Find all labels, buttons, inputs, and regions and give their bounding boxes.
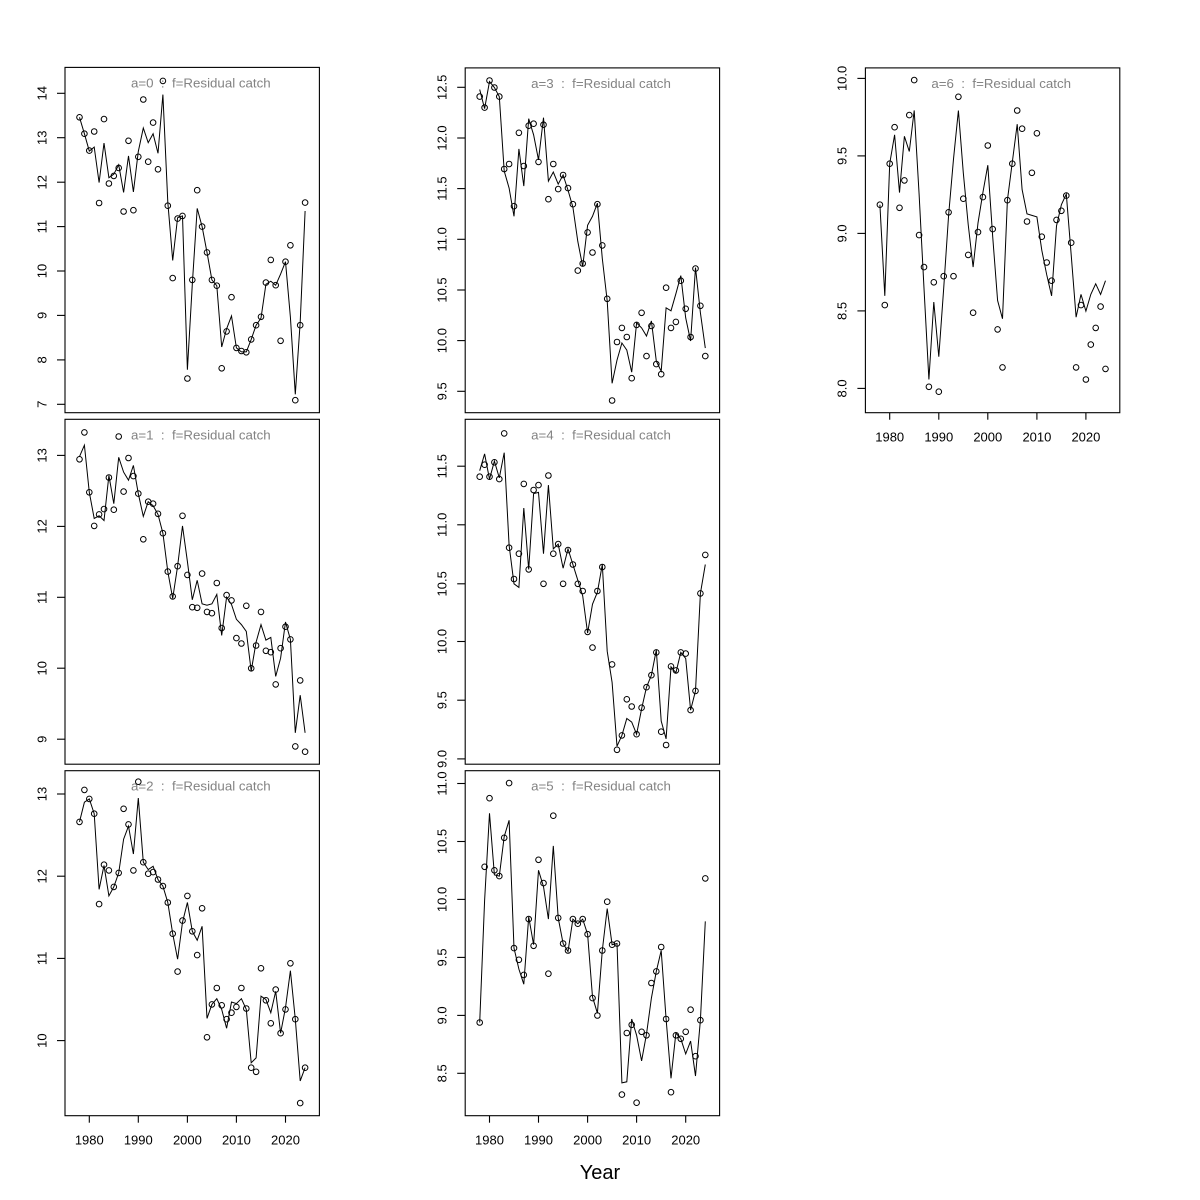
svg-text:a=1 : f=Residual catch: a=1 : f=Residual catch [131, 427, 271, 442]
svg-text:12: 12 [34, 869, 49, 883]
svg-text:1980: 1980 [875, 430, 904, 445]
svg-text:12.5: 12.5 [434, 75, 449, 100]
svg-text:8.5: 8.5 [434, 1064, 449, 1082]
svg-text:10.0: 10.0 [434, 328, 449, 353]
svg-text:9: 9 [34, 312, 49, 319]
svg-text:10: 10 [34, 661, 49, 675]
svg-text:10: 10 [34, 264, 49, 278]
svg-text:13: 13 [34, 130, 49, 144]
svg-text:9.5: 9.5 [434, 691, 449, 709]
svg-text:1990: 1990 [524, 1133, 553, 1148]
svg-text:a=6 : f=Residual catch: a=6 : f=Residual catch [931, 76, 1071, 91]
svg-text:2010: 2010 [622, 1133, 651, 1148]
svg-text:2020: 2020 [1071, 430, 1100, 445]
svg-text:9.5: 9.5 [434, 382, 449, 400]
svg-text:9.0: 9.0 [434, 1006, 449, 1024]
svg-text:2020: 2020 [671, 1133, 700, 1148]
svg-text:12: 12 [34, 175, 49, 189]
svg-text:2000: 2000 [573, 1133, 602, 1148]
svg-text:9.0: 9.0 [434, 750, 449, 768]
svg-text:2010: 2010 [222, 1133, 251, 1148]
svg-text:10.5: 10.5 [434, 829, 449, 854]
svg-text:9: 9 [34, 736, 49, 743]
svg-text:2020: 2020 [271, 1133, 300, 1148]
svg-text:14: 14 [34, 86, 49, 100]
svg-text:a=2 : f=Residual catch: a=2 : f=Residual catch [131, 779, 271, 794]
svg-text:11.0: 11.0 [434, 771, 449, 795]
svg-text:a=3 : f=Residual catch: a=3 : f=Residual catch [531, 76, 671, 91]
svg-text:11.5: 11.5 [434, 454, 449, 478]
svg-text:10: 10 [34, 1033, 49, 1047]
svg-text:2000: 2000 [973, 430, 1002, 445]
svg-text:2010: 2010 [1022, 430, 1051, 445]
svg-text:a=4 : f=Residual catch: a=4 : f=Residual catch [531, 427, 671, 442]
svg-text:a=5 : f=Residual catch: a=5 : f=Residual catch [531, 779, 671, 794]
svg-text:1980: 1980 [475, 1133, 504, 1148]
svg-text:13: 13 [34, 448, 49, 462]
svg-text:10.0: 10.0 [434, 629, 449, 654]
svg-text:10.0: 10.0 [434, 887, 449, 912]
svg-text:10.5: 10.5 [434, 571, 449, 596]
svg-text:11: 11 [34, 952, 49, 966]
svg-text:10.5: 10.5 [434, 277, 449, 302]
svg-text:8.0: 8.0 [835, 379, 850, 397]
svg-text:10.0: 10.0 [835, 66, 850, 91]
svg-text:11.0: 11.0 [434, 513, 449, 537]
svg-text:1990: 1990 [124, 1133, 153, 1148]
svg-text:7: 7 [34, 401, 49, 408]
svg-text:1990: 1990 [924, 430, 953, 445]
svg-text:11.5: 11.5 [434, 176, 449, 200]
svg-text:12: 12 [34, 519, 49, 533]
svg-text:11: 11 [34, 591, 49, 605]
svg-text:2000: 2000 [173, 1133, 202, 1148]
svg-text:13: 13 [34, 787, 49, 801]
svg-text:Year: Year [580, 1162, 621, 1184]
svg-text:1980: 1980 [75, 1133, 104, 1148]
svg-text:9.0: 9.0 [835, 224, 850, 242]
svg-text:9.5: 9.5 [835, 147, 850, 165]
svg-text:8.5: 8.5 [835, 302, 850, 320]
svg-text:a=0 : f=Residual catch: a=0 : f=Residual catch [131, 75, 271, 90]
svg-text:11: 11 [34, 220, 49, 234]
svg-text:11.0: 11.0 [434, 227, 449, 251]
svg-text:9.5: 9.5 [434, 948, 449, 966]
svg-text:12.0: 12.0 [434, 125, 449, 150]
svg-text:8: 8 [34, 356, 49, 363]
